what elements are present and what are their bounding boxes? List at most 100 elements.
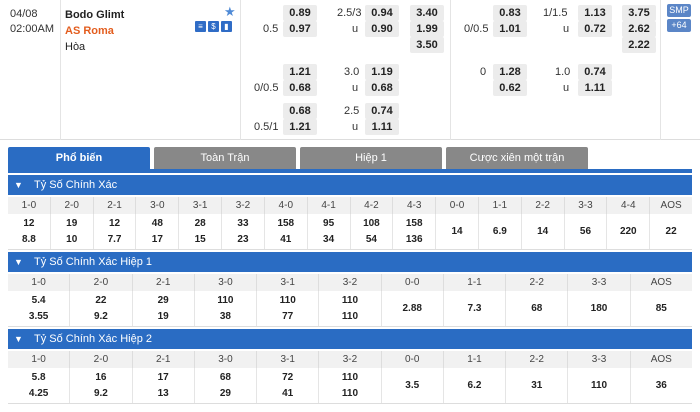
odds-under[interactable]: 0.68 bbox=[365, 80, 399, 96]
odds-value[interactable]: 110 bbox=[341, 387, 359, 399]
odds-value[interactable]: 220 bbox=[619, 225, 637, 237]
odds-hdp-away[interactable]: 0.97 bbox=[283, 21, 317, 37]
odds-value[interactable]: 110 bbox=[279, 294, 296, 306]
odds-value[interactable]: 41 bbox=[280, 233, 292, 245]
odds-value[interactable]: 14 bbox=[537, 225, 549, 237]
money-icon[interactable]: $ bbox=[208, 21, 219, 32]
odds-1[interactable]: 3.40 bbox=[410, 5, 444, 21]
odds-hdp-home[interactable]: 0.89 bbox=[283, 5, 317, 21]
odds-value[interactable]: 22 bbox=[665, 225, 677, 237]
chevron-down-icon[interactable]: ▼ bbox=[14, 334, 23, 344]
odds-value[interactable]: 12 bbox=[23, 217, 35, 229]
odds-value[interactable]: 7.7 bbox=[107, 233, 122, 245]
h1-odds-under[interactable]: 0.72 bbox=[578, 21, 612, 37]
stats-icon[interactable]: ≡ bbox=[195, 21, 206, 32]
h1-odds-hdp-home[interactable]: 1.28 bbox=[493, 64, 527, 80]
odds-value[interactable]: 4.25 bbox=[28, 387, 49, 399]
tab-popular[interactable]: Phổ biến bbox=[8, 147, 150, 169]
section-header[interactable]: ▼ Tỷ Số Chính Xác Hiệp 2 bbox=[8, 329, 692, 349]
odds-value[interactable]: 9.2 bbox=[93, 310, 108, 322]
odds-value[interactable]: 110 bbox=[341, 310, 359, 322]
favorite-star-icon[interactable]: ★ bbox=[224, 4, 236, 19]
h1-odds-over[interactable]: 0.74 bbox=[578, 64, 612, 80]
odds-over[interactable]: 1.19 bbox=[365, 64, 399, 80]
odds-value[interactable]: 110 bbox=[590, 379, 608, 391]
h1-odds-hdp-home[interactable]: 0.83 bbox=[493, 5, 527, 21]
odds-x[interactable]: 3.50 bbox=[410, 37, 444, 53]
away-team[interactable]: AS Roma bbox=[65, 25, 114, 37]
odds-value[interactable]: 34 bbox=[323, 233, 335, 245]
odds-value[interactable]: 5.4 bbox=[31, 294, 46, 306]
odds-value[interactable]: 77 bbox=[282, 310, 294, 322]
odds-value[interactable]: 85 bbox=[655, 302, 667, 314]
odds-value[interactable]: 6.2 bbox=[467, 379, 482, 391]
odds-under[interactable]: 0.90 bbox=[365, 21, 399, 37]
odds-value[interactable]: 95 bbox=[323, 217, 335, 229]
odds-hdp-home[interactable]: 1.21 bbox=[283, 64, 317, 80]
odds-hdp-home[interactable]: 0.68 bbox=[283, 103, 317, 119]
odds-value[interactable]: 19 bbox=[157, 310, 169, 322]
odds-value[interactable]: 48 bbox=[151, 217, 163, 229]
odds-value[interactable]: 56 bbox=[579, 225, 592, 237]
odds-value[interactable]: 19 bbox=[66, 217, 78, 229]
odds-value[interactable]: 28 bbox=[194, 217, 206, 229]
odds-value[interactable]: 110 bbox=[217, 294, 234, 306]
more-markets-badge[interactable]: +64 bbox=[667, 19, 691, 32]
odds-value[interactable]: 17 bbox=[151, 233, 163, 245]
odds-value[interactable]: 180 bbox=[590, 302, 608, 314]
odds-value[interactable]: 38 bbox=[219, 310, 231, 322]
odds-under[interactable]: 1.11 bbox=[365, 119, 399, 135]
odds-over[interactable]: 0.94 bbox=[365, 5, 399, 21]
odds-value[interactable]: 31 bbox=[531, 379, 543, 391]
odds-value[interactable]: 8.8 bbox=[21, 233, 36, 245]
odds-value[interactable]: 68 bbox=[531, 302, 543, 314]
odds-value[interactable]: 14 bbox=[451, 225, 463, 237]
odds-value[interactable]: 33 bbox=[237, 217, 249, 229]
odds-value[interactable]: 136 bbox=[405, 233, 423, 245]
odds-value[interactable]: 22 bbox=[95, 294, 107, 306]
odds-value[interactable]: 158 bbox=[405, 217, 423, 229]
h1-odds-hdp-away[interactable]: 1.01 bbox=[493, 21, 527, 37]
tab-same-game-parlay[interactable]: Cược xiên một trận bbox=[446, 147, 588, 169]
odds-value[interactable]: 10 bbox=[66, 233, 78, 245]
odds-value[interactable]: 110 bbox=[341, 294, 359, 306]
odds-value[interactable]: 12 bbox=[108, 217, 121, 229]
home-team[interactable]: Bodo Glimt bbox=[65, 9, 125, 21]
odds-value[interactable]: 158 bbox=[277, 217, 295, 229]
chevron-down-icon[interactable]: ▼ bbox=[14, 180, 23, 190]
odds-2[interactable]: 1.99 bbox=[410, 21, 444, 37]
odds-value[interactable]: 3.55 bbox=[28, 310, 49, 322]
odds-value[interactable]: 13 bbox=[157, 387, 169, 399]
odds-value[interactable]: 16 bbox=[95, 371, 107, 383]
odds-value[interactable]: 9.2 bbox=[93, 387, 108, 399]
odds-value[interactable]: 108 bbox=[363, 217, 380, 229]
odds-value[interactable]: 110 bbox=[341, 371, 359, 383]
tab-full-time[interactable]: Toàn Trận bbox=[154, 147, 296, 169]
chart-icon[interactable]: ▮ bbox=[221, 21, 232, 32]
odds-value[interactable]: 36 bbox=[655, 379, 667, 391]
h1-odds-x[interactable]: 2.22 bbox=[622, 37, 656, 53]
h1-odds-under[interactable]: 1.11 bbox=[578, 80, 612, 96]
smp-badge[interactable]: SMP bbox=[667, 4, 691, 17]
odds-hdp-away[interactable]: 1.21 bbox=[283, 119, 317, 135]
odds-value[interactable]: 23 bbox=[237, 233, 249, 245]
h1-odds-2[interactable]: 2.62 bbox=[622, 21, 656, 37]
odds-value[interactable]: 29 bbox=[157, 294, 169, 306]
odds-value[interactable]: 29 bbox=[219, 387, 231, 399]
section-header[interactable]: ▼ Tỷ Số Chính Xác Hiệp 1 bbox=[8, 252, 692, 272]
odds-value[interactable]: 68 bbox=[219, 371, 231, 383]
odds-hdp-away[interactable]: 0.68 bbox=[283, 80, 317, 96]
h1-odds-hdp-away[interactable]: 0.62 bbox=[493, 80, 527, 96]
odds-value[interactable]: 5.8 bbox=[31, 371, 46, 383]
odds-over[interactable]: 0.74 bbox=[365, 103, 399, 119]
odds-value[interactable]: 6.9 bbox=[492, 225, 507, 237]
section-header[interactable]: ▼ Tỷ Số Chính Xác bbox=[8, 175, 692, 195]
odds-value[interactable]: 15 bbox=[194, 233, 206, 245]
h1-odds-over[interactable]: 1.13 bbox=[578, 5, 612, 21]
odds-value[interactable]: 41 bbox=[282, 387, 294, 399]
tab-first-half[interactable]: Hiệp 1 bbox=[300, 147, 442, 169]
odds-value[interactable]: 17 bbox=[157, 371, 169, 383]
odds-value[interactable]: 2.88 bbox=[402, 302, 422, 314]
odds-value[interactable]: 7.3 bbox=[467, 302, 482, 314]
odds-value[interactable]: 3.5 bbox=[405, 379, 420, 391]
